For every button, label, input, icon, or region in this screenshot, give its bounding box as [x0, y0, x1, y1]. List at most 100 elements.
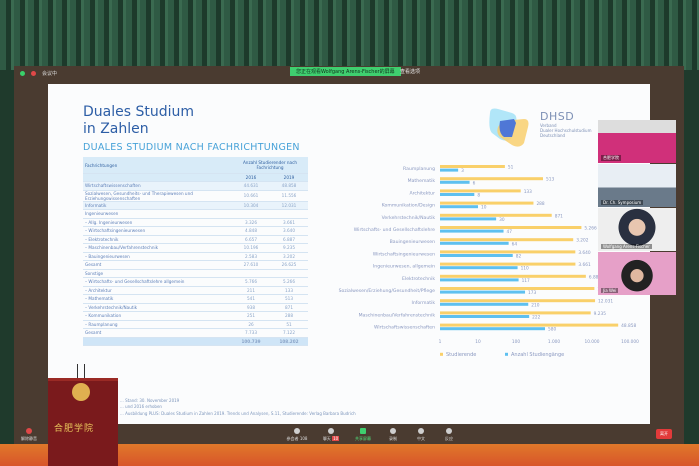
- participants-button[interactable]: 参会者 108: [284, 428, 310, 442]
- interpretation-button[interactable]: 中文: [408, 428, 434, 442]
- data-label: 3.202: [576, 238, 589, 244]
- table-row: 100.739 108.202: [83, 337, 308, 346]
- data-label: 871: [555, 213, 563, 219]
- data-label: 12.031: [598, 299, 613, 305]
- meeting-top-bar: 会议中: [20, 70, 57, 77]
- value-2016: 5.766: [245, 279, 257, 285]
- title-line-2: in Zahlen: [83, 121, 149, 137]
- data-label: 117: [522, 278, 530, 284]
- label: 反应: [445, 436, 453, 441]
- screen-share-banner: 您正在观看Wolfgang Arens-Fischer的屏幕: [290, 67, 401, 76]
- bar-studierende: [440, 299, 596, 303]
- bar-studiengaenge: [440, 180, 470, 184]
- value-2019: 513: [285, 296, 293, 302]
- value-2016: 4.848: [245, 228, 257, 234]
- share-screen-button[interactable]: 共享屏幕: [350, 428, 376, 442]
- bar-studiengaenge: [440, 315, 530, 318]
- bar-studierende: [440, 238, 574, 242]
- row-label: Wirtschaftswissenschaften: [85, 183, 141, 189]
- video-tile[interactable]: 合肥学院: [598, 120, 676, 163]
- microphone-muted-icon: [26, 428, 32, 434]
- x-tick-label: 10.000: [584, 339, 599, 345]
- reactions-button[interactable]: 反应: [436, 428, 462, 442]
- logo-line: Verband: [540, 123, 557, 128]
- value-2016: 251: [247, 313, 255, 319]
- row-label: – Wirtschaftsingenieurwesen: [85, 228, 146, 234]
- value-2016: 211: [247, 287, 255, 293]
- table-row: – Architektur 211 133: [83, 287, 308, 295]
- label: 中文: [417, 436, 425, 441]
- chat-button[interactable]: 聊天 10: [318, 428, 344, 442]
- value-2016: 938: [247, 304, 255, 310]
- value-2019: 48.858: [281, 183, 297, 189]
- value-2019: 3.202: [283, 253, 295, 259]
- view-options-button[interactable]: 查看选项: [400, 69, 421, 75]
- podium: 合肥学院: [48, 378, 118, 466]
- row-label: – Kommunikation: [85, 313, 122, 319]
- category-label: Elektrotechnik: [402, 276, 435, 282]
- value-2019: 108.202: [279, 338, 299, 344]
- bar-studierende: [440, 323, 619, 327]
- slide-title: Duales Studium in Zahlen: [83, 104, 194, 138]
- category-label: Sozialwesen/Erziehung/Gesundheit/Pflege: [339, 288, 436, 294]
- column-header: Fachrichtungen: [85, 162, 118, 168]
- value-2019: 6.887: [283, 236, 295, 242]
- table-row: – Wirtschaftsingenieurwesen 4.848 3.640: [83, 227, 308, 236]
- data-label: 47: [507, 229, 513, 235]
- bar-studiengaenge: [440, 229, 504, 233]
- row-label: – Elektrotechnik: [85, 236, 119, 242]
- value-2019: 11.556: [281, 193, 297, 198]
- category-label: Wirtschaftswissenschaften: [374, 325, 435, 331]
- video-tile[interactable]: Jia Wei: [598, 252, 676, 295]
- table-row: – Maschinenbau/Verfahrenstechnik 10.196 9.…: [83, 244, 308, 253]
- category-label: Informatik: [411, 300, 435, 306]
- data-label: 580: [548, 327, 556, 333]
- row-label: – Wirtschafts- und Gesellschaftslehre al…: [85, 279, 185, 285]
- category-label: Raumplanung: [403, 166, 435, 172]
- bar-studierende: [440, 165, 505, 168]
- label: 聊天: [322, 436, 331, 441]
- row-label: – Architektur: [85, 287, 112, 293]
- chat-icon: [328, 428, 334, 434]
- participants-icon: [294, 428, 300, 434]
- bar-studiengaenge: [440, 266, 518, 270]
- data-label: 3.661: [578, 262, 591, 268]
- bar-studiengaenge: [440, 302, 529, 306]
- video-tile[interactable]: Dr. Ch. Symposium: [598, 164, 676, 207]
- table-row: Wirtschaftswissenschaften 44.631 48.858: [83, 182, 308, 191]
- video-gallery: 合肥学院 Dr. Ch. Symposium Wolfgang Arens-Fi…: [598, 120, 676, 296]
- bar-studierende: [440, 201, 534, 205]
- leave-button[interactable]: 离开: [656, 429, 672, 439]
- record-button[interactable]: 录制: [380, 428, 406, 442]
- value-2016: 10.661: [243, 193, 259, 198]
- microphones: [77, 364, 85, 380]
- globe-icon: [418, 428, 424, 434]
- value-2016: 7.733: [245, 330, 257, 336]
- mute-button[interactable]: 解除静音: [16, 428, 42, 442]
- logo-text: DHSD Verband Dualer Hochschulstudium Deu…: [540, 110, 591, 138]
- table-row: – Elektrotechnik 6.657 6.887: [83, 236, 308, 244]
- data-label: 82: [516, 254, 522, 260]
- participant-name: Jia Wei: [601, 288, 619, 293]
- bar-studierende: [440, 287, 595, 290]
- value-2016: 44.631: [243, 183, 259, 189]
- row-label: Informatik: [85, 202, 107, 208]
- security-icon[interactable]: [20, 71, 25, 76]
- legend-swatch: [505, 352, 508, 356]
- value-2016: 3.326: [245, 219, 257, 225]
- bar-studiengaenge: [440, 168, 459, 172]
- data-label: 288: [536, 201, 544, 207]
- video-tile[interactable]: Wolfgang Arens-Fischer: [598, 208, 676, 251]
- value-2019: 3.640: [283, 228, 295, 234]
- row-label: Gesamt: [85, 262, 102, 268]
- data-label: 173: [528, 290, 536, 296]
- table-row: Sonstige: [83, 270, 308, 278]
- category-label: Architektur: [409, 190, 435, 196]
- table-row: Gesamt 27.610 26.625: [83, 261, 308, 270]
- x-tick-label: 100.000: [621, 339, 639, 345]
- bar-studierende: [440, 177, 543, 181]
- record-icon: [390, 428, 396, 434]
- value-2019: 7.122: [283, 330, 295, 336]
- stage-floor: [0, 444, 699, 466]
